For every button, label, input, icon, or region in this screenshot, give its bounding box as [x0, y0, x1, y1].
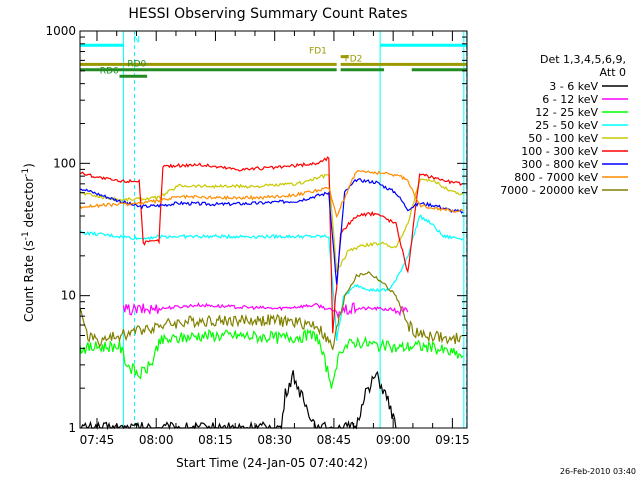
y-axis-label: Count Rate (s-1 detector-1)	[21, 163, 36, 322]
y-tick-label: 1000	[45, 24, 76, 38]
x-tick-label: 09:00	[376, 433, 411, 447]
series-line-50-100-kev	[79, 173, 464, 273]
x-tick-label: 07:45	[80, 433, 115, 447]
x-axis: 07:45 08:00 08:15 08:30 08:45 09:00 09:15	[80, 31, 470, 447]
y-axis: 1 10 100 1000	[45, 24, 467, 435]
legend-entry-label: 800 - 7000 keV	[514, 171, 598, 184]
x-tick-label: 08:15	[198, 433, 233, 447]
legend-entry-label: 6 - 12 keV	[542, 93, 598, 106]
segment-label-rd6: RD6	[100, 66, 119, 76]
series-line-800-7000-kev	[79, 170, 464, 219]
legend-entry-label: 25 - 50 keV	[535, 119, 598, 132]
segment-label-n: N	[133, 35, 140, 45]
series-line-25-50-kev	[79, 214, 464, 341]
segment-label-fd2: FD2	[345, 54, 363, 64]
x-tick-label: 08:45	[317, 433, 352, 447]
y-tick-label: 1	[68, 421, 76, 435]
legend-header-line1: Det 1,3,4,5,6,9,	[540, 53, 626, 66]
series-line-12-25-kev	[79, 328, 464, 389]
series-line-3-6-kev	[79, 370, 397, 431]
legend-entry-label: 300 - 800 keV	[521, 158, 598, 171]
x-tick-label: 09:15	[435, 433, 470, 447]
legend-entry-label: 50 - 100 keV	[528, 132, 598, 145]
chart-title: HESSI Observing Summary Count Rates	[128, 6, 407, 22]
series-line-300-800-kev	[79, 178, 464, 285]
legend-entry-label: 12 - 25 keV	[535, 106, 598, 119]
series-layer	[79, 156, 464, 431]
plot-frame	[79, 30, 468, 429]
series-line-6-12-kev	[122, 301, 409, 319]
x-tick-label: 08:30	[257, 433, 292, 447]
legend-entry-label: 7000 - 20000 keV	[500, 184, 598, 197]
footer-timestamp: 26-Feb-2010 03:40	[560, 467, 636, 476]
legend-header-line2: Att 0	[600, 66, 626, 79]
y-tick-label: 10	[61, 289, 76, 303]
series-line-100-300-kev	[79, 156, 464, 334]
x-tick-label: 08:00	[139, 433, 174, 447]
x-axis-label: Start Time (24-Jan-05 07:40:42)	[176, 456, 368, 470]
mode-markers: N FD1 FD2 RD0 RD6	[79, 31, 468, 428]
series-line-7000-20000-kev	[79, 271, 464, 350]
y-tick-label: 100	[53, 156, 76, 170]
segment-label-fd1: FD1	[309, 47, 327, 57]
legend-entry-label: 3 - 6 keV	[549, 80, 598, 93]
segment-label-rd0: RD0	[127, 60, 146, 70]
legend-entry-label: 100 - 300 keV	[521, 145, 598, 158]
